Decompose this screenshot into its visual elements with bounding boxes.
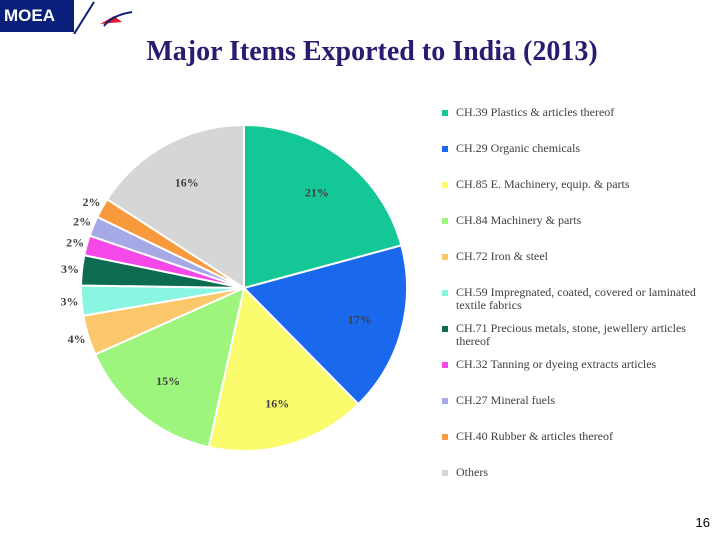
slice-value-label: 15% [156, 374, 180, 388]
logo-emblem-icon [73, 1, 133, 34]
legend-swatch [442, 182, 448, 188]
legend-swatch [442, 326, 448, 332]
legend-swatch [442, 398, 448, 404]
legend-label: CH.85 E. Machinery, equip. & parts [456, 177, 630, 191]
pie-slice [243, 123, 403, 290]
legend-item: CH.40 Rubber & articles thereof [442, 430, 712, 443]
legend-label: CH.72 Iron & steel [456, 249, 548, 263]
legend-swatch [442, 110, 448, 116]
legend-item: CH.85 E. Machinery, equip. & parts [442, 178, 712, 191]
legend-item: CH.27 Mineral fuels [442, 394, 712, 407]
legend-item: Others [442, 466, 712, 479]
slice-value-label: 4% [68, 332, 86, 346]
legend-item: CH.29 Organic chemicals [442, 142, 712, 155]
page-number: 16 [695, 515, 710, 530]
legend-swatch [442, 290, 448, 296]
legend-label: Others [456, 465, 488, 479]
slice-value-label: 2% [73, 215, 91, 229]
pie-slices [80, 123, 408, 452]
legend-swatch [442, 146, 448, 152]
legend-swatch [442, 470, 448, 476]
slice-value-label: 3% [61, 262, 79, 276]
slice-value-label: 2% [83, 195, 101, 209]
legend-item: CH.72 Iron & steel [442, 250, 712, 263]
legend-swatch [442, 362, 448, 368]
legend-label: CH.40 Rubber & articles thereof [456, 429, 613, 443]
legend-label: CH.27 Mineral fuels [456, 393, 555, 407]
legend-swatch [442, 434, 448, 440]
logo-text: MOEA [4, 6, 55, 25]
legend-item: CH.84 Machinery & parts [442, 214, 712, 227]
legend-item: CH.39 Plastics & articles thereof [442, 106, 712, 119]
legend-label: CH.84 Machinery & parts [456, 213, 582, 227]
legend-item: CH.71 Precious metals, stone, jewellery … [442, 322, 712, 348]
pie-slice [105, 123, 245, 290]
chart-title: Major Items Exported to India (2013) [146, 36, 598, 67]
legend-swatch [442, 254, 448, 260]
legend-label: CH.29 Organic chemicals [456, 141, 581, 155]
pie-value-labels: 21% 17% 16% 15% 4% 3% 3% 2% 2% 2% 16% [61, 176, 372, 411]
slice-value-label: 17% [348, 312, 372, 326]
legend-label: CH.71 Precious metals, stone, jewellery … [456, 321, 686, 348]
legend-item: CH.59 Impregnated, coated, covered or la… [442, 286, 712, 312]
slice-value-label: 21% [305, 186, 329, 200]
legend-swatch [442, 218, 448, 224]
pie-slice [93, 286, 246, 449]
legend-label: CH.32 Tanning or dyeing extracts article… [456, 357, 657, 371]
pie-slice [242, 244, 408, 406]
slice-value-label: 16% [175, 176, 199, 190]
legend-item: CH.32 Tanning or dyeing extracts article… [442, 358, 712, 371]
legend-label: CH.39 Plastics & articles thereof [456, 105, 615, 119]
slice-value-label: 3% [61, 295, 79, 309]
moea-logo: MOEA [0, 0, 74, 32]
slice-value-label: 16% [265, 396, 289, 410]
legend-label: CH.59 Impregnated, coated, covered or la… [456, 285, 696, 312]
pie-slice [207, 285, 360, 452]
slice-value-label: 2% [66, 235, 84, 249]
